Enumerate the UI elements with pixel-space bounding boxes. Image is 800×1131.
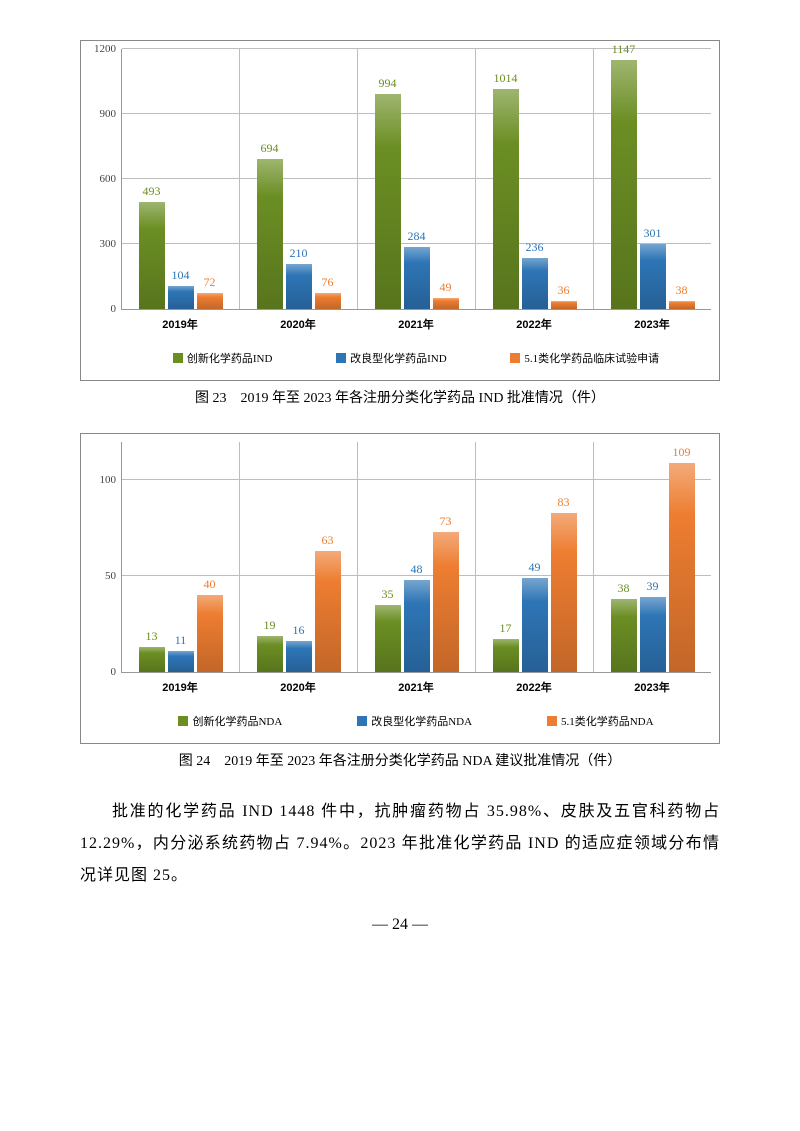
- chart-1: 0300600900120049310472694210769942844910…: [80, 40, 720, 407]
- chart-1-caption: 图 23 2019 年至 2023 年各注册分类化学药品 IND 批准情况（件）: [80, 387, 720, 407]
- body-paragraph: 批准的化学药品 IND 1448 件中，抗肿瘤药物占 35.98%、皮肤及五官科…: [80, 796, 720, 892]
- chart-2: 0501001311401916633548731749833839109201…: [80, 433, 720, 770]
- page-number: — 24 —: [80, 916, 720, 934]
- chart-2-caption: 图 24 2019 年至 2023 年各注册分类化学药品 NDA 建议批准情况（…: [80, 750, 720, 770]
